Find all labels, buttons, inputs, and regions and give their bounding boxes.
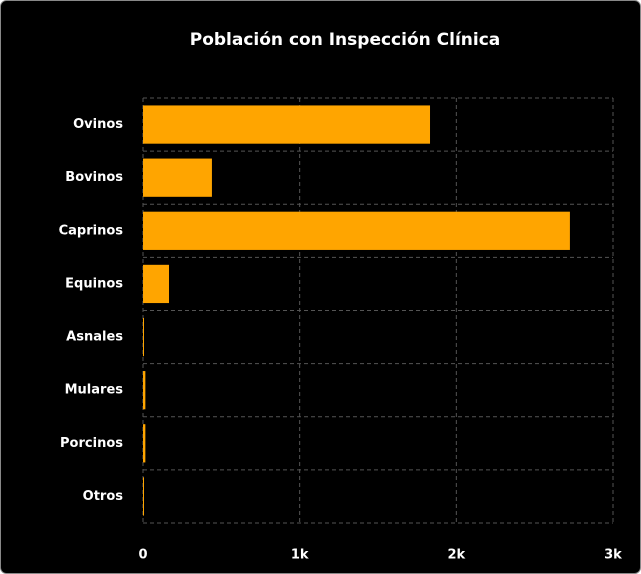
y-tick-label: Porcinos: [60, 436, 123, 451]
y-tick-label: Bovinos: [65, 170, 123, 185]
y-tick-label: Ovinos: [73, 117, 123, 132]
y-tick-label: Caprinos: [59, 223, 124, 238]
x-tick-label: 2k: [447, 548, 465, 563]
chart-title: Población con Inspección Clínica: [190, 30, 501, 50]
bar: [143, 264, 170, 304]
bar: [143, 105, 431, 144]
bar: [143, 371, 146, 410]
y-tick-label: Otros: [83, 489, 124, 504]
y-tick-label: Asnales: [66, 330, 123, 345]
y-tick-label: Mulares: [65, 383, 124, 398]
x-tick-label: 3k: [604, 548, 622, 563]
x-tick-label: 0: [138, 548, 147, 563]
bar: [143, 477, 144, 516]
y-tick-label: Equinos: [65, 276, 123, 291]
x-tick-label: 1k: [291, 548, 309, 563]
bar: [143, 158, 212, 197]
bar: [143, 317, 144, 357]
bar: [143, 211, 570, 250]
bar: [143, 424, 146, 463]
